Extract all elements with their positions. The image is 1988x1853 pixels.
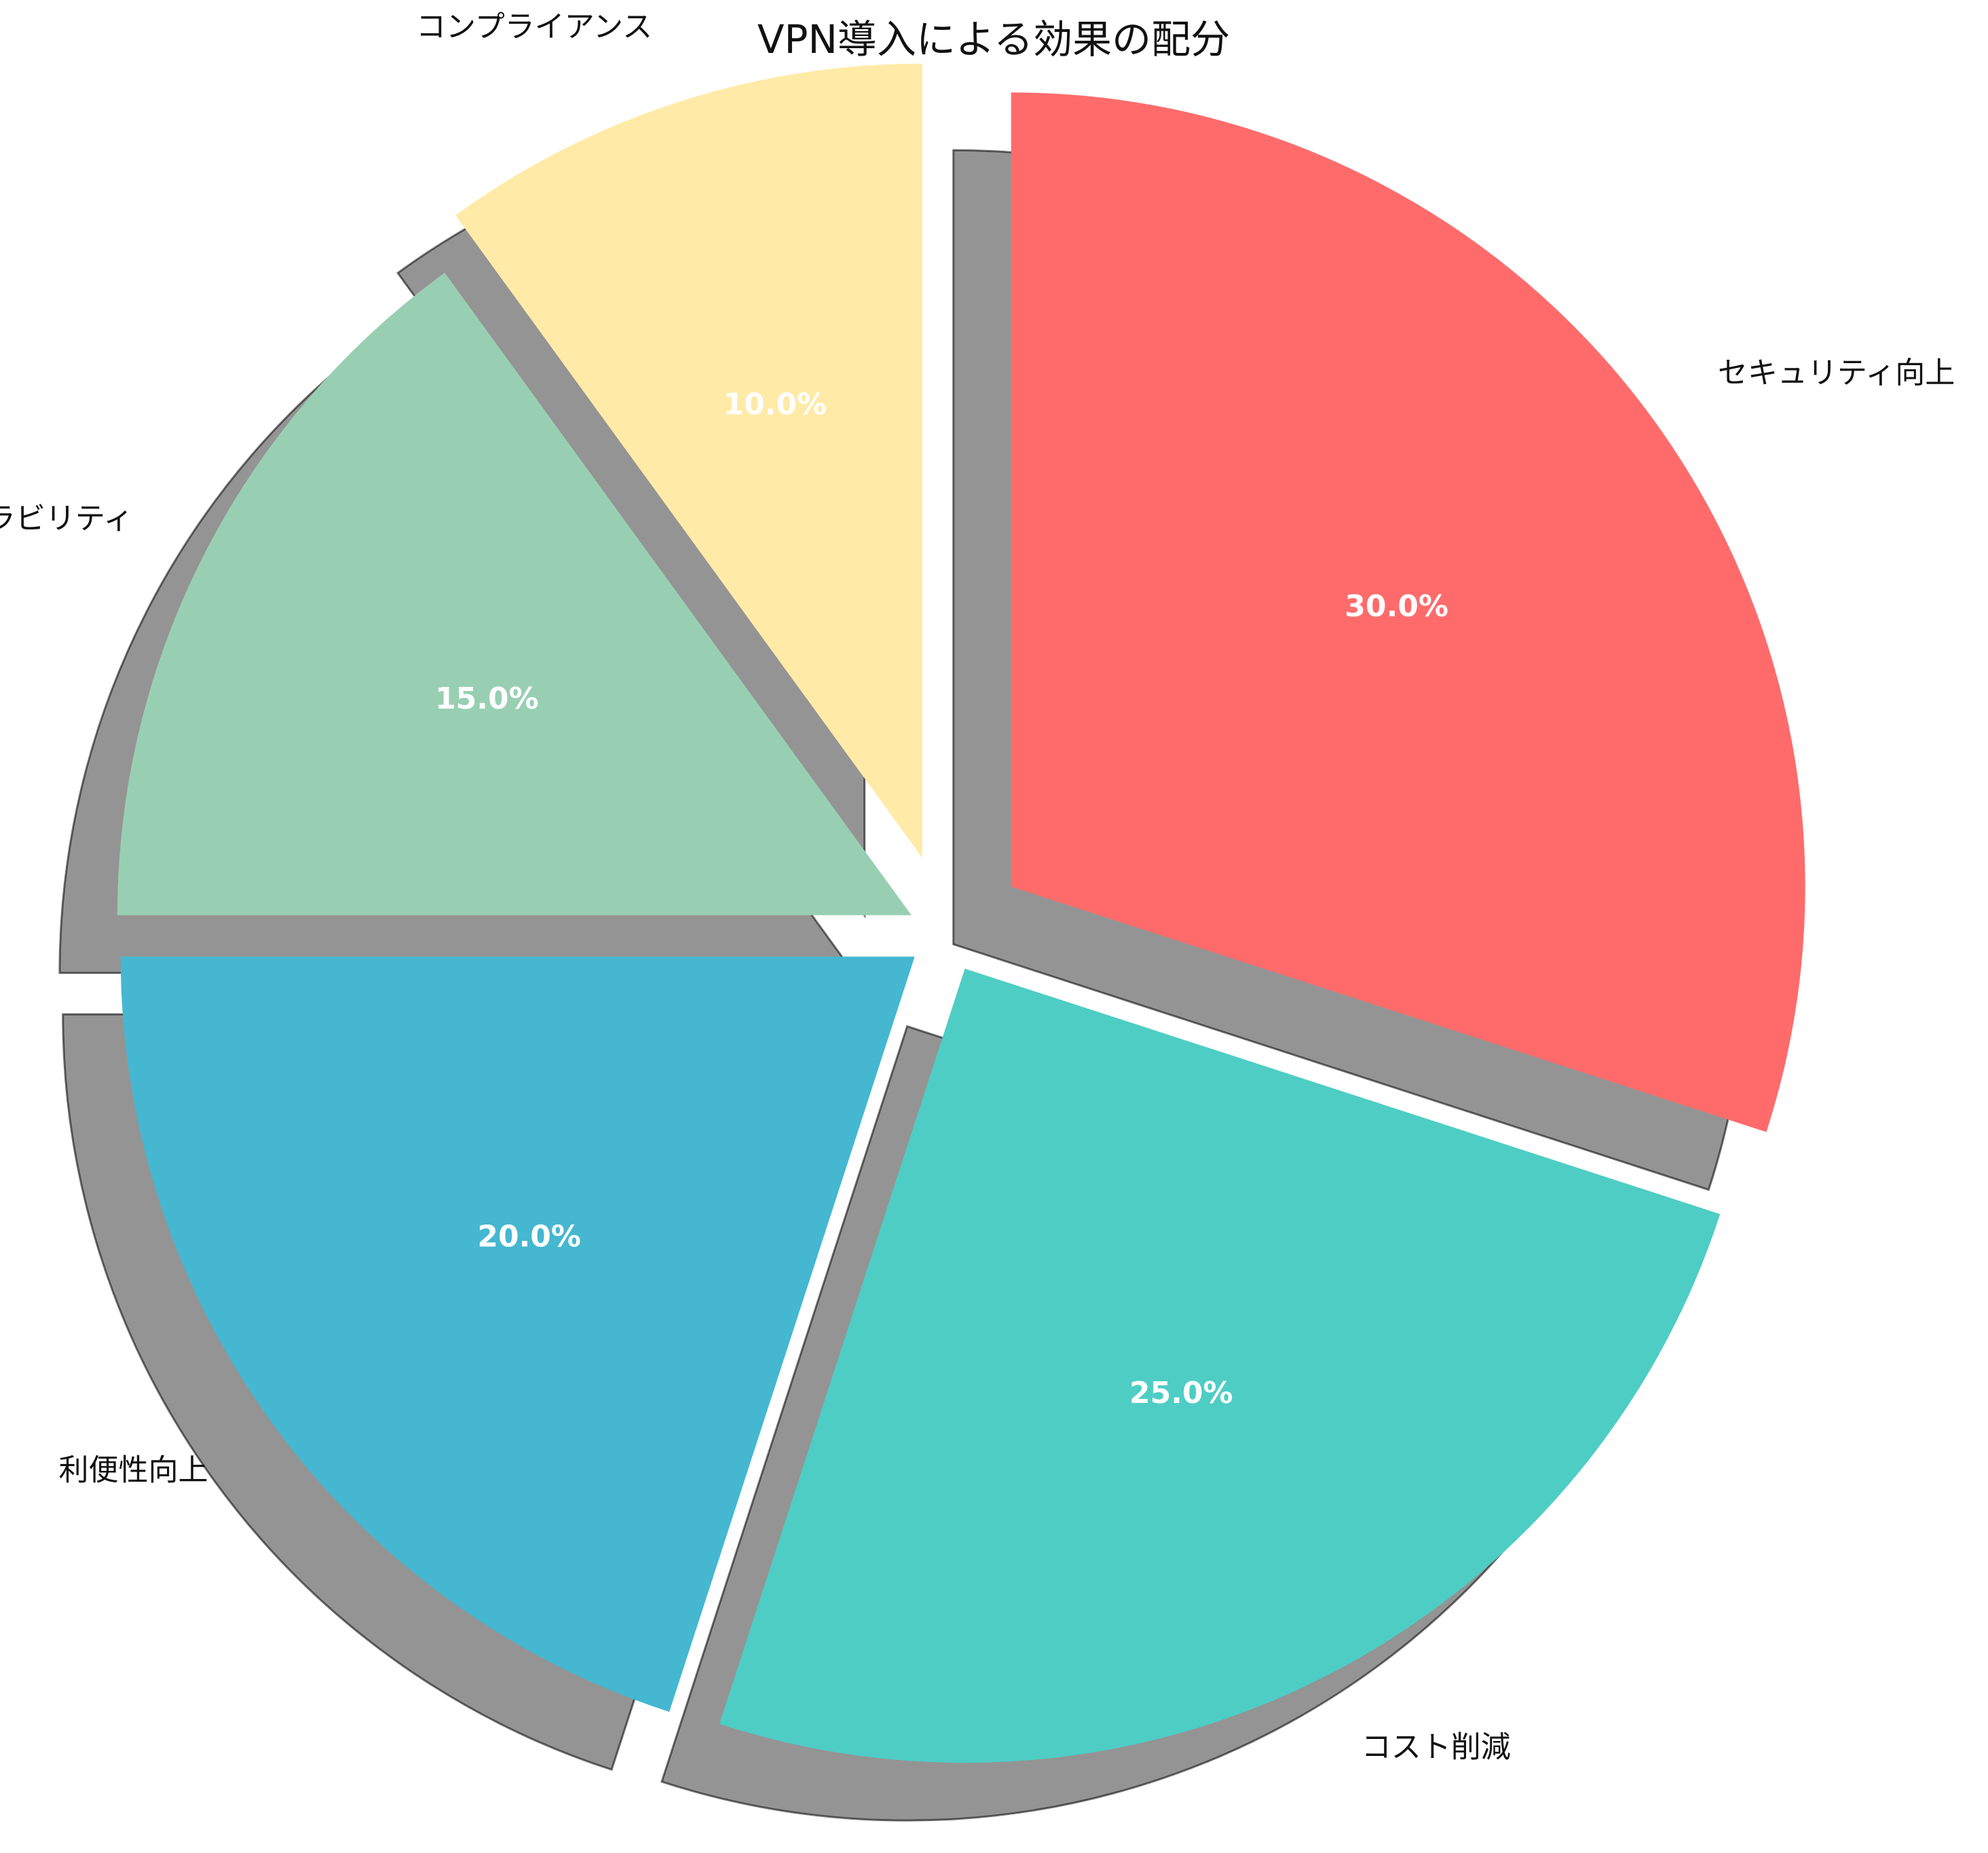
pie-slice bbox=[719, 969, 1721, 1763]
slice-percent-label: 25.0% bbox=[1129, 1376, 1233, 1410]
slice-category-label: 利便性向上 bbox=[59, 1453, 208, 1487]
pie-slice bbox=[455, 63, 922, 858]
slice-category-label: セキュリティ向上 bbox=[1718, 356, 1955, 390]
pie-slice bbox=[120, 956, 915, 1712]
slice-percent-label: 30.0% bbox=[1345, 589, 1448, 624]
pie-slice bbox=[117, 272, 912, 916]
slice-category-label: コンプライアンス bbox=[416, 10, 652, 44]
chart-title: VPN導入による効果の配分 bbox=[757, 16, 1230, 62]
slice-percent-label: 20.0% bbox=[477, 1220, 581, 1254]
slice-category-label: スケーラビリティ bbox=[0, 502, 133, 536]
slice-layer bbox=[117, 63, 1805, 1763]
slice-percent-label: 10.0% bbox=[724, 388, 827, 422]
slice-category-label: コスト削減 bbox=[1362, 1729, 1511, 1764]
label-layer: 30.0% セキュリティ向上 25.0% コスト削減 20.0% 利便性向上 15.0% スケ… bbox=[0, 10, 1955, 1764]
slice-percent-label: 15.0% bbox=[435, 681, 539, 716]
pie-slice bbox=[1011, 92, 1805, 1132]
